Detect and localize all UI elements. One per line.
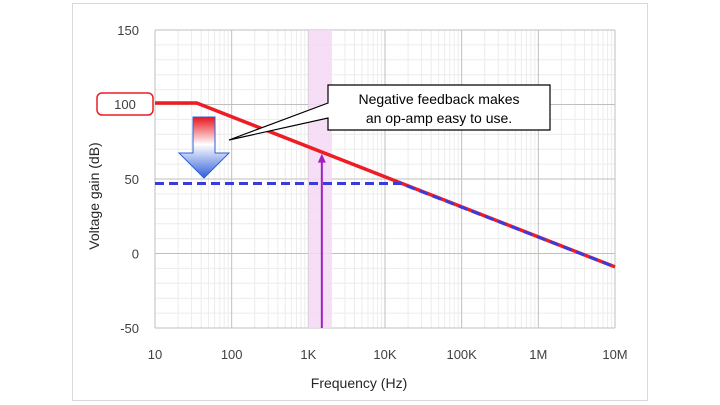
y-tick-label: 0 — [132, 247, 139, 262]
series-layer — [155, 101, 616, 269]
callout-box — [228, 84, 551, 141]
callout-line-2: an op-amp easy to use. — [366, 110, 512, 126]
x-tick-label: 10K — [373, 347, 396, 362]
label-100-text: 100 — [114, 97, 136, 112]
x-tick-label: 1M — [529, 347, 547, 362]
callout-line-1: Negative feedback makes — [358, 91, 519, 107]
series-feedback-line — [155, 181, 616, 269]
x-tick-label: 100 — [221, 347, 243, 362]
x-tick-label: 10M — [602, 347, 627, 362]
y-tick-labels: 150 100 50 0 -50 — [117, 23, 139, 336]
chart-frame — [72, 3, 648, 401]
x-axis-title: Frequency (Hz) — [311, 375, 407, 391]
y-tick-label: 150 — [117, 23, 139, 38]
gain-reduction-arrow-icon — [177, 116, 231, 179]
x-tick-label: 10 — [148, 347, 162, 362]
y-tick-label: -50 — [120, 321, 139, 336]
y-axis-title: Voltage gain (dB) — [86, 142, 102, 249]
x-tick-label: 100K — [446, 347, 477, 362]
marker-arrow-head — [317, 153, 326, 163]
label-100-box — [96, 92, 154, 116]
y-tick-label: 50 — [125, 172, 139, 187]
x-tick-labels: 10 100 1K 10K 100K 1M 10M — [148, 347, 628, 362]
x-tick-label: 1K — [300, 347, 316, 362]
highlight-band — [308, 30, 332, 328]
